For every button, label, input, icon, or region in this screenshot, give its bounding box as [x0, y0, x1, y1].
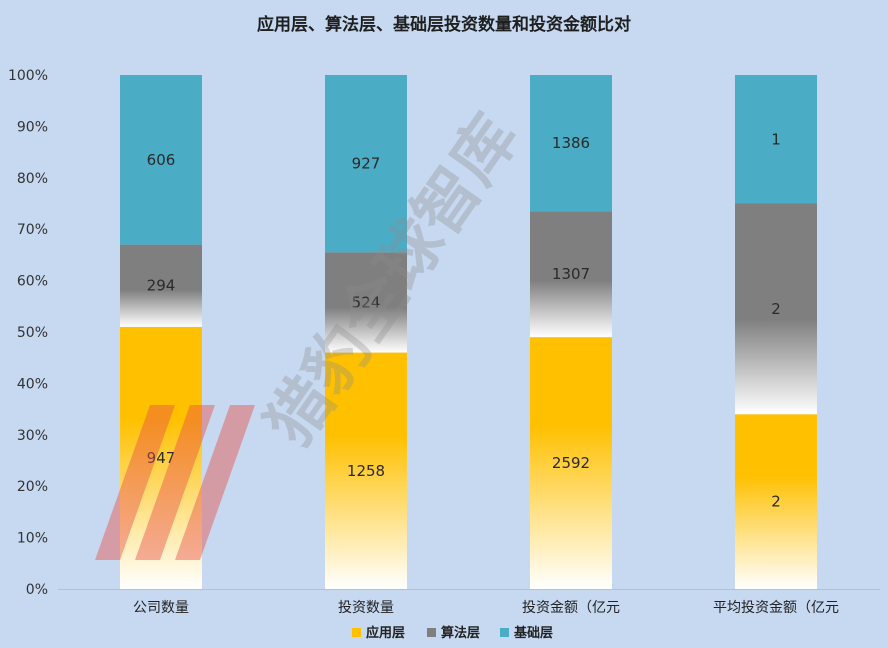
- y-tick-label: 20%: [17, 479, 48, 495]
- bar-segment-应用层: [735, 414, 817, 589]
- data-label: 2: [771, 300, 781, 318]
- legend-label: 应用层: [366, 625, 405, 641]
- legend-swatch: [427, 628, 436, 637]
- y-tick-label: 70%: [17, 222, 48, 238]
- bars: 947 294 606 1258 524 927 2592 1307 1386 2 2 1: [120, 75, 817, 589]
- y-tick-label: 90%: [17, 119, 48, 135]
- data-label: 1258: [347, 462, 385, 480]
- data-label: 2: [771, 493, 781, 511]
- y-tick-label: 30%: [17, 428, 48, 444]
- bar-segment-基础层: [530, 75, 612, 212]
- bar-segment-算法层: [120, 244, 202, 327]
- bar-segment-基础层: [735, 75, 817, 204]
- logo-stripes-icon: [95, 405, 255, 560]
- data-label: 524: [352, 293, 381, 311]
- legend: 应用层 算法层 基础层: [352, 625, 553, 641]
- data-label: 294: [147, 277, 176, 295]
- x-axis: 公司数量 投资数量 投资金额（亿元 平均投资金额（亿元: [58, 589, 880, 616]
- data-label: 2592: [552, 454, 590, 472]
- chart-title: 应用层、算法层、基础层投资数量和投资金额比对: [257, 14, 631, 35]
- y-tick-label: 100%: [8, 68, 48, 84]
- y-tick-label: 10%: [17, 531, 48, 547]
- data-label: 606: [147, 151, 176, 169]
- data-label: 927: [352, 155, 381, 173]
- x-category-label: 平均投资金额（亿元: [713, 600, 839, 616]
- bar-segment-算法层: [735, 203, 817, 415]
- legend-swatch: [352, 628, 361, 637]
- y-tick-label: 50%: [17, 325, 48, 341]
- data-label: 1307: [552, 265, 590, 283]
- legend-label: 基础层: [513, 625, 553, 641]
- x-category-label: 投资金额（亿元: [522, 600, 620, 616]
- x-category-label: 公司数量: [133, 600, 189, 616]
- bar-segment-基础层: [325, 75, 407, 253]
- bar-segment-应用层: [120, 326, 202, 589]
- y-tick-label: 80%: [17, 171, 48, 187]
- y-tick-label: 60%: [17, 274, 48, 290]
- y-tick-label: 40%: [17, 376, 48, 392]
- data-label: 1386: [552, 134, 590, 152]
- bar-segment-算法层: [325, 252, 407, 353]
- bar-segment-应用层: [325, 352, 407, 589]
- bar-segment-基础层: [120, 75, 202, 245]
- y-axis: 0% 10% 20% 30% 40% 50% 60% 70% 80% 90% 100%: [8, 68, 48, 598]
- data-label: 1: [771, 130, 781, 148]
- legend-swatch: [500, 628, 509, 637]
- bar-segment-应用层: [530, 337, 612, 589]
- y-tick-label: 0%: [26, 582, 48, 598]
- bar-segment-算法层: [530, 211, 612, 338]
- legend-label: 算法层: [441, 625, 480, 641]
- data-label: 947: [147, 449, 176, 467]
- x-category-label: 投资数量: [338, 600, 394, 616]
